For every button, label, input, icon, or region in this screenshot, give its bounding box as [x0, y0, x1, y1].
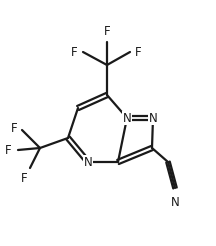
Text: F: F [104, 25, 110, 38]
Text: N: N [123, 111, 131, 124]
Text: F: F [71, 46, 78, 59]
Text: F: F [21, 172, 28, 185]
Text: N: N [149, 111, 157, 124]
Text: F: F [5, 143, 12, 156]
Text: F: F [11, 123, 18, 136]
Text: F: F [135, 46, 142, 59]
Text: N: N [84, 155, 92, 169]
Text: N: N [171, 196, 179, 209]
